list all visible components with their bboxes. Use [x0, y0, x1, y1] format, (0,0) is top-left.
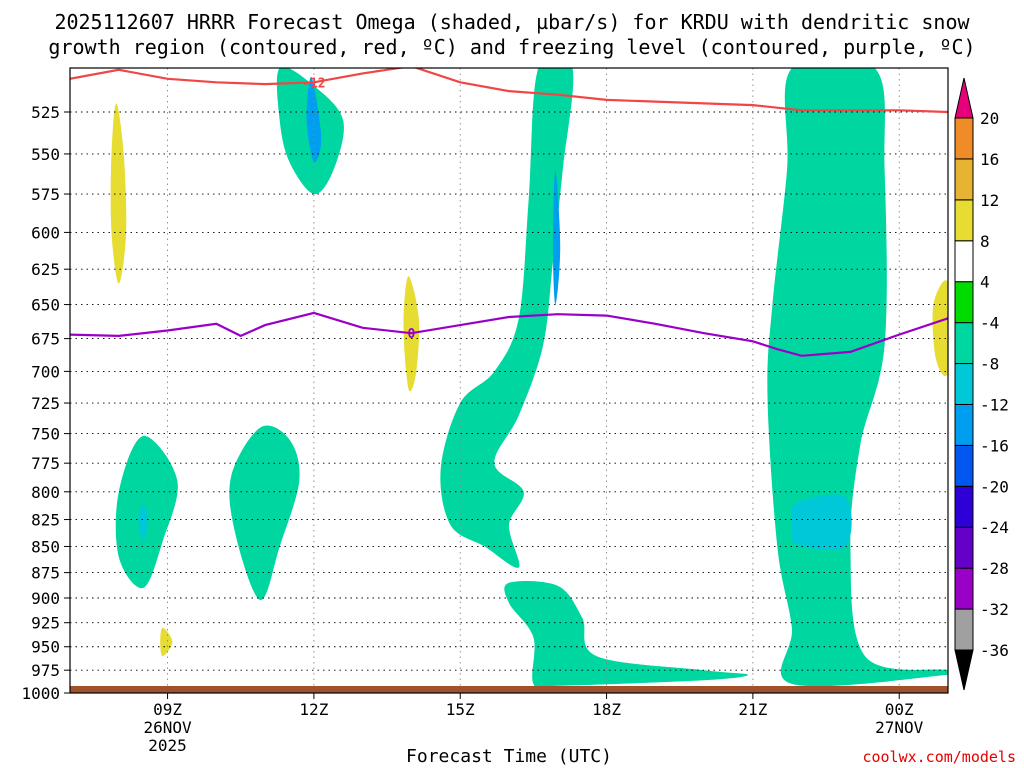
colorbar-label: -36 — [980, 641, 1009, 660]
y-tick-label: 850 — [31, 537, 60, 556]
x-tick-label: 09Z — [153, 700, 182, 719]
chart-title-line-1: 2025112607 HRRR Forecast Omega (shaded, … — [54, 10, 970, 34]
y-tick-label: 825 — [31, 511, 60, 530]
omega-region — [689, 68, 749, 477]
colorbar-label: -8 — [980, 355, 999, 374]
colorbar-label: 20 — [980, 109, 999, 128]
y-tick-label: 725 — [31, 394, 60, 413]
omega-region — [879, 68, 948, 501]
colorbar-label: -24 — [980, 518, 1009, 537]
colorbar-min-triangle — [954, 649, 974, 691]
x-tick-label: 27NOV — [875, 718, 924, 737]
y-tick-label: 875 — [31, 564, 60, 583]
plot-frame — [69, 67, 949, 694]
y-tick-label: 600 — [31, 223, 60, 242]
credit-text: coolwx.com/models — [862, 748, 1016, 766]
colorbar-label: -16 — [980, 436, 1009, 455]
colorbar-swatch — [954, 485, 974, 528]
omega-region — [160, 627, 173, 657]
x-axis-label: Forecast Time (UTC) — [406, 746, 612, 767]
x-tick-label: 12Z — [299, 700, 328, 719]
colorbar-swatch — [954, 444, 974, 487]
omega-region — [142, 554, 198, 671]
y-tick-label: 900 — [31, 589, 60, 608]
y-tick-label: 800 — [31, 483, 60, 502]
x-tick-label: 00Z — [885, 700, 914, 719]
y-tick-label: 575 — [31, 185, 60, 204]
y-tick-label: 675 — [31, 330, 60, 349]
y-tick-label: 625 — [31, 260, 60, 279]
omega-region — [790, 494, 852, 551]
colorbar-swatch — [954, 363, 974, 405]
colorbar-label: 12 — [980, 191, 999, 210]
omega-region — [190, 68, 238, 133]
colorbar-swatch — [954, 403, 974, 446]
grid-lines — [70, 68, 948, 693]
omega-region — [306, 76, 322, 163]
chart-title-line-2: growth region (contoured, red, ºC) and f… — [48, 35, 975, 59]
colorbar-swatch — [954, 322, 974, 365]
colorbar-swatch — [954, 117, 974, 160]
x-tick-label: 18Z — [592, 700, 621, 719]
y-tick-label: 550 — [31, 145, 60, 164]
omega-region — [110, 103, 127, 284]
colorbar-label: -12 — [980, 395, 1009, 414]
contour-label-freezing: 0 — [408, 327, 416, 342]
colorbar-label: 16 — [980, 150, 999, 169]
y-tick-label: 750 — [31, 425, 60, 444]
colorbar-label: 8 — [980, 232, 990, 251]
colorbar: -36 -32 -28 -24 -20 -16 -12 -8 -4 4 8 12 16 20 — [954, 77, 1009, 691]
omega-region — [932, 280, 948, 377]
contour-line — [70, 311, 948, 357]
y-tick-label: 650 — [31, 296, 60, 315]
y-tick-label: 775 — [31, 454, 60, 473]
omega-shaded-regions — [84, 68, 948, 689]
ground-strip — [70, 686, 948, 693]
omega-region — [504, 581, 748, 689]
colorbar-label: -32 — [980, 600, 1009, 619]
omega-region — [440, 68, 574, 568]
omega-region — [552, 170, 561, 305]
colorbar-label: 4 — [980, 273, 990, 292]
contour-line — [70, 68, 948, 114]
y-tick-label: 975 — [31, 661, 60, 680]
colorbar-swatch — [954, 526, 974, 569]
y-tick-label: 1000 — [21, 684, 60, 703]
omega-region — [272, 253, 359, 364]
colorbar-max-triangle — [954, 77, 974, 119]
y-tick-label: 700 — [31, 362, 60, 381]
omega-region — [138, 505, 148, 542]
colorbar-swatch — [954, 608, 974, 651]
colorbar-swatch — [954, 158, 974, 201]
y-tick-label: 925 — [31, 614, 60, 633]
colorbar-label: -20 — [980, 477, 1009, 496]
colorbar-label: -4 — [980, 314, 999, 333]
colorbar-label: -28 — [980, 559, 1009, 578]
x-tick-label: 26NOV — [143, 718, 192, 737]
x-tick-label: 21Z — [738, 700, 767, 719]
colorbar-swatch — [954, 240, 974, 283]
contour-label-dgz: -12 — [302, 76, 325, 91]
x-tick-label: 15Z — [446, 700, 475, 719]
y-axis-ticks: 525 550 575 600 625 650 675 700 725 750 775 800 825 8… — [21, 103, 70, 703]
omega-region — [449, 565, 472, 623]
y-tick-label: 525 — [31, 103, 60, 122]
colorbar-swatch — [954, 199, 974, 242]
colorbar-swatch — [954, 281, 974, 324]
temperature-contours: -12 0 — [70, 68, 948, 357]
omega-region — [229, 425, 300, 601]
y-tick-label: 950 — [31, 638, 60, 657]
colorbar-swatch — [954, 567, 974, 610]
x-tick-label: 2025 — [148, 736, 187, 755]
